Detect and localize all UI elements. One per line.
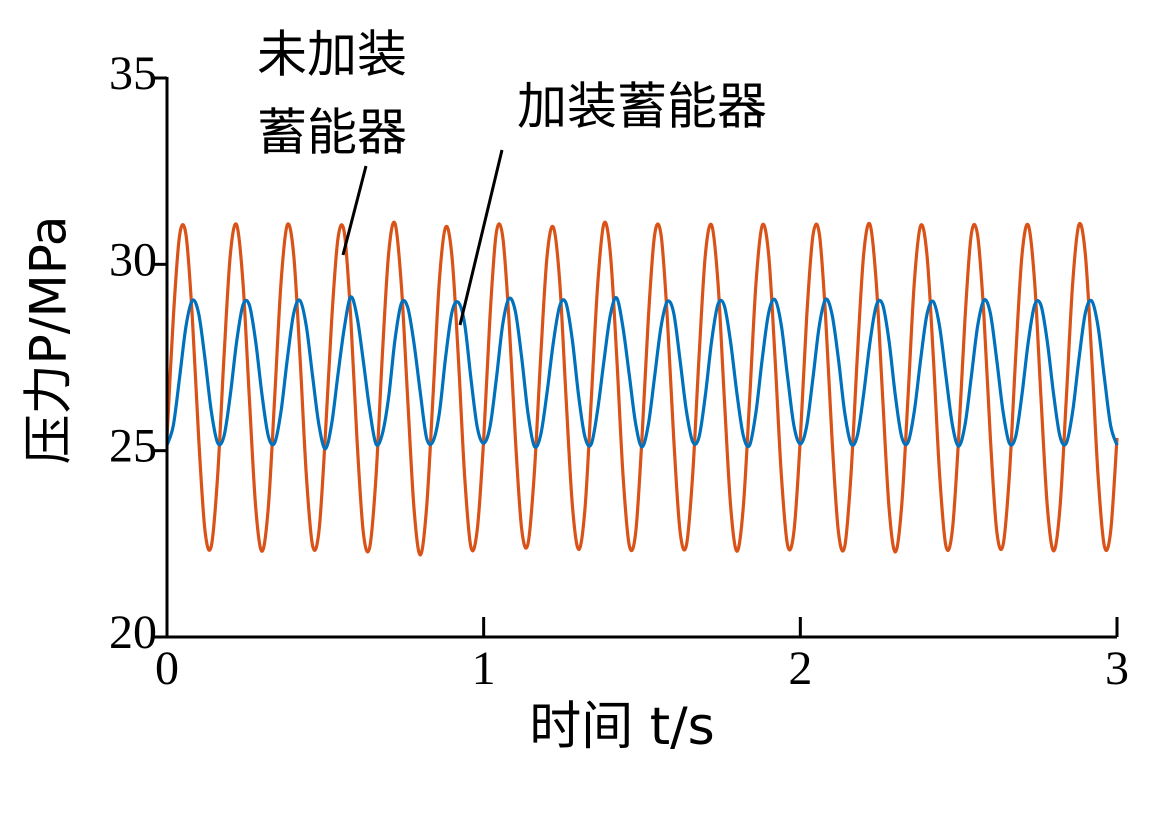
series-line — [165, 295, 1119, 451]
y-tick-label: 20 — [109, 606, 157, 659]
x-tick-label: 1 — [472, 642, 496, 695]
x-tick-label: 0 — [155, 642, 179, 695]
y-axis-label: 压力P/MPa — [20, 216, 78, 465]
annotation: 蓄能器 — [257, 104, 407, 162]
series-line — [165, 220, 1119, 557]
x-tick-label: 3 — [1105, 642, 1129, 695]
annotation-leader — [458, 149, 504, 326]
annotation: 未加装 — [257, 26, 407, 84]
annotation: 加装蓄能器 — [517, 78, 767, 136]
x-axis-label: 时间 t/s — [529, 697, 715, 757]
y-tick-label: 30 — [109, 233, 157, 286]
annotation-leader — [341, 165, 368, 256]
x-tick-label: 2 — [788, 642, 812, 695]
y-tick-label: 35 — [109, 47, 157, 100]
y-tick-label: 25 — [109, 420, 157, 473]
